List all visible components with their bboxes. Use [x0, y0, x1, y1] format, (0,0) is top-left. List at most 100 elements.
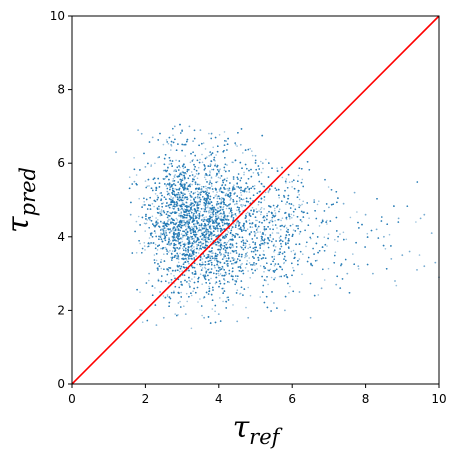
scatter-point — [176, 314, 178, 317]
scatter-point — [211, 299, 214, 302]
scatter-point — [183, 243, 186, 246]
scatter-point — [218, 248, 221, 251]
scatter-point — [181, 219, 184, 222]
scatter-point — [175, 236, 178, 238]
scatter-point — [182, 174, 184, 177]
scatter-point — [246, 182, 248, 185]
scatter-point — [193, 281, 196, 284]
scatter-point — [214, 212, 217, 215]
scatter-point — [223, 131, 226, 133]
scatter-point — [186, 253, 188, 256]
scatter-point — [208, 209, 211, 212]
scatter-point — [256, 249, 259, 252]
scatter-point — [287, 282, 289, 285]
scatter-point — [230, 198, 232, 200]
scatter-point — [210, 182, 213, 185]
scatter-point — [183, 258, 185, 260]
scatter-point — [176, 201, 178, 204]
scatter-point — [218, 216, 220, 218]
scatter-point — [216, 211, 219, 214]
scatter-point — [211, 207, 214, 209]
scatter-point — [182, 217, 184, 220]
scatter-point — [254, 216, 257, 218]
scatter-point — [220, 198, 223, 201]
scatter-point — [248, 219, 251, 221]
scatter-point — [153, 230, 156, 232]
scatter-point — [199, 247, 202, 249]
scatter-point — [217, 242, 220, 244]
scatter-point — [272, 214, 274, 217]
scatter-point — [205, 271, 207, 274]
scatter-point — [238, 200, 241, 203]
scatter-point — [189, 215, 191, 217]
scatter-point — [336, 240, 339, 243]
scatter-point — [261, 233, 264, 235]
scatter-point — [204, 167, 206, 170]
scatter-point — [215, 204, 218, 207]
scatter-point — [193, 241, 196, 244]
scatter-point — [302, 253, 304, 255]
scatter-point — [318, 200, 320, 202]
scatter-point — [168, 305, 170, 308]
scatter-point — [224, 251, 227, 254]
scatter-point — [200, 190, 203, 192]
scatter-point — [229, 238, 231, 241]
scatter-point — [301, 273, 303, 276]
scatter-point — [177, 261, 180, 264]
scatter-point — [218, 213, 221, 215]
scatter-point — [262, 185, 264, 187]
scatter-point — [224, 217, 226, 220]
scatter-point — [224, 241, 226, 244]
scatter-point — [196, 190, 199, 193]
scatter-point — [294, 252, 297, 255]
scatter-point — [254, 269, 256, 272]
scatter-point — [233, 200, 235, 202]
scatter-point — [228, 189, 230, 191]
scatter-point — [244, 217, 247, 219]
scatter-point — [187, 188, 189, 190]
scatter-point — [180, 185, 182, 187]
scatter-point — [266, 212, 268, 215]
scatter-point — [292, 229, 295, 231]
scatter-point — [337, 197, 339, 199]
scatter-point — [227, 193, 230, 196]
scatter-point — [189, 218, 191, 221]
scatter-point — [183, 143, 185, 146]
scatter-point — [278, 237, 281, 239]
scatter-point — [259, 247, 262, 249]
scatter-point — [182, 193, 184, 195]
scatter-point — [291, 262, 293, 265]
scatter-point — [187, 177, 190, 180]
scatter-point — [164, 183, 166, 185]
scatter-point — [198, 144, 200, 147]
scatter-point — [128, 187, 131, 190]
scatter-point — [260, 198, 263, 200]
scatter-point — [235, 202, 238, 205]
scatter-point — [191, 250, 194, 253]
scatter-point — [193, 233, 195, 236]
scatter-point — [191, 226, 193, 228]
scatter-point — [251, 223, 253, 225]
scatter-point — [278, 251, 280, 254]
scatter-point — [183, 221, 185, 223]
scatter-point — [173, 193, 176, 196]
scatter-point — [288, 215, 290, 217]
scatter-point — [167, 241, 170, 244]
scatter-point — [187, 241, 189, 244]
scatter-point — [193, 219, 195, 222]
scatter-point — [207, 268, 209, 271]
scatter-point — [240, 194, 243, 196]
scatter-point — [220, 239, 222, 241]
scatter-point — [162, 295, 165, 297]
scatter-point — [191, 209, 194, 211]
scatter-point — [165, 198, 167, 200]
scatter-point — [205, 231, 208, 234]
scatter-point — [176, 205, 178, 207]
scatter-point — [222, 208, 224, 211]
scatter-point — [228, 189, 231, 192]
scatter-point — [259, 254, 261, 256]
scatter-point — [224, 255, 226, 257]
scatter-point — [376, 198, 378, 200]
scatter-point — [178, 213, 181, 215]
scatter-point — [155, 189, 157, 191]
